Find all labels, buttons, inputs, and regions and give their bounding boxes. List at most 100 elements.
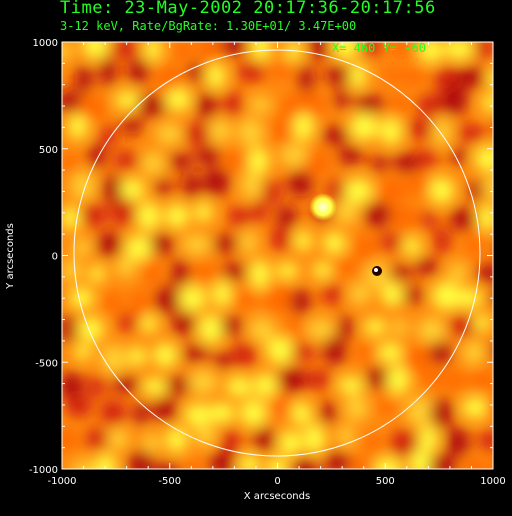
map-mottle — [349, 62, 367, 90]
map-mottle — [279, 430, 302, 457]
map-mottle — [121, 117, 143, 135]
map-mottle — [386, 365, 410, 396]
map-mottle — [463, 340, 485, 365]
map-mottle — [181, 234, 212, 255]
map-mottle — [142, 433, 161, 453]
map-mottle — [111, 42, 139, 59]
map-mottle — [444, 42, 474, 60]
map-mottle — [155, 178, 173, 196]
map-mottle — [478, 430, 493, 451]
map-mottle — [303, 423, 326, 454]
map-mottle — [447, 315, 477, 337]
map-mottle — [332, 259, 361, 276]
map-mottle — [154, 462, 180, 469]
x-tick-label: 1000 — [480, 476, 505, 487]
map-mottle — [87, 375, 106, 398]
map-mottle — [276, 205, 298, 228]
map-mottle — [293, 112, 314, 141]
map-mottle — [150, 233, 175, 256]
map-mottle — [334, 199, 359, 225]
map-mottle — [355, 94, 385, 114]
map-mottle — [153, 342, 178, 368]
map-mottle — [375, 398, 397, 415]
x-axis-label: X arcseconds — [244, 491, 310, 502]
map-mottle — [99, 344, 128, 374]
map-mottle — [172, 311, 196, 336]
map-mottle — [270, 226, 291, 252]
map-mottle — [432, 117, 452, 147]
map-mottle — [194, 261, 217, 285]
map-mottle — [430, 398, 454, 429]
map-mottle — [337, 376, 364, 394]
map-mottle — [264, 285, 293, 314]
y-tick-label: 500 — [39, 145, 58, 156]
map-mottle — [141, 314, 158, 334]
map-mottle — [364, 317, 386, 336]
map-mottle — [409, 449, 433, 469]
map-mottle — [184, 122, 211, 147]
map-mottle — [62, 313, 77, 344]
map-mottle — [268, 396, 293, 418]
map-mottle — [194, 201, 213, 223]
map-mottle — [266, 336, 295, 365]
map-mottle — [461, 396, 492, 419]
map-mottle — [125, 235, 153, 261]
map-mottle — [196, 92, 218, 119]
map-mottle — [326, 178, 347, 202]
map-mottle — [390, 93, 410, 116]
map-mottle — [389, 42, 414, 57]
map-mottle — [208, 118, 232, 143]
map-mottle — [187, 63, 204, 83]
map-mottle — [64, 395, 93, 418]
map-mottle — [88, 143, 106, 169]
map-mottle — [466, 231, 483, 260]
dark-spot-highlight — [374, 268, 378, 272]
map-mottle — [225, 376, 253, 397]
map-mottle — [421, 368, 444, 388]
map-mottle — [239, 454, 260, 469]
map-mottle — [324, 452, 352, 469]
map-mottle — [220, 315, 243, 336]
map-mottle — [62, 259, 82, 283]
map-mottle — [221, 262, 248, 281]
map-mottle — [380, 117, 403, 146]
map-mottle — [165, 427, 188, 453]
map-mottle — [115, 256, 136, 278]
map-mottle — [80, 203, 108, 228]
map-mottle — [290, 343, 316, 361]
map-mottle — [89, 265, 106, 283]
y-tick-label: 0 — [52, 252, 58, 263]
map-mottle — [484, 395, 493, 421]
map-mottle — [322, 232, 347, 255]
map-mottle — [445, 427, 470, 457]
x-tick-label: -1000 — [47, 476, 76, 487]
map-mottle — [399, 68, 428, 86]
map-mottle — [78, 316, 104, 342]
map-mottle — [249, 317, 275, 343]
map-mottle — [247, 147, 270, 175]
map-mottle — [417, 317, 446, 343]
map-mottle — [337, 315, 354, 340]
map-mottle — [101, 292, 124, 314]
map-mottle — [240, 170, 263, 200]
map-mottle — [382, 66, 400, 84]
map-mottle — [249, 259, 271, 290]
map-mottle — [99, 56, 117, 87]
map-mottle — [495, 238, 512, 257]
map-mottle — [420, 211, 438, 229]
map-mottle — [212, 280, 233, 308]
map-mottle — [250, 200, 268, 223]
map-mottle — [415, 257, 439, 276]
map-mottle — [165, 88, 192, 112]
map-mottle — [353, 233, 377, 262]
energy-rate-subtitle: 3-12 keV, Rate/BgRate: 1.30E+01/ 3.47E+0… — [60, 19, 357, 33]
map-mottle — [155, 122, 183, 145]
map-mottle — [405, 174, 432, 196]
map-mottle — [292, 457, 318, 469]
map-mottle — [151, 398, 178, 421]
map-mottle — [275, 262, 299, 279]
map-mottle — [391, 319, 409, 336]
x-tick-label: 500 — [376, 476, 395, 487]
map-mottle — [462, 458, 487, 469]
